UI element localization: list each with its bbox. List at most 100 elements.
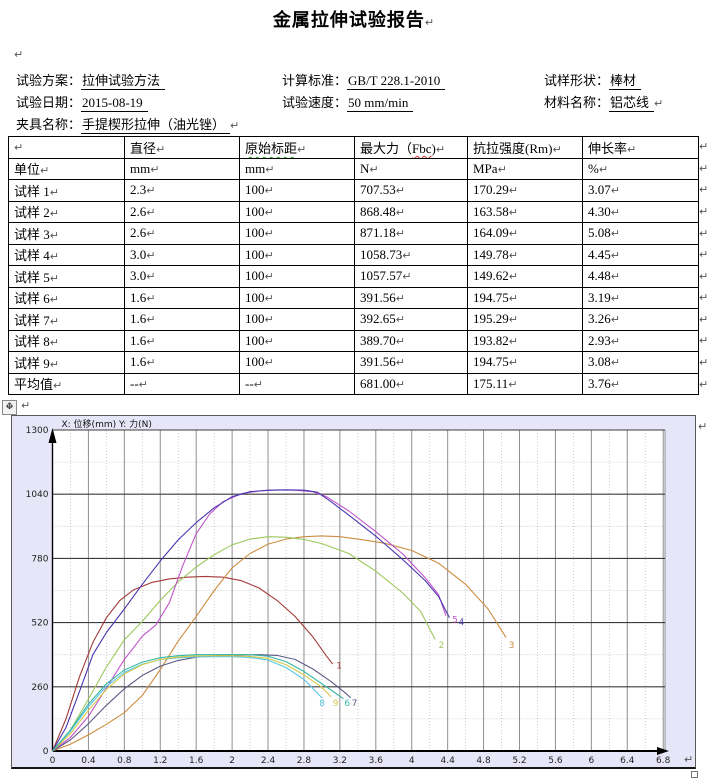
row-label-cell: 平均值↵ [8,372,125,395]
paragraph-mark: ↵ [598,162,609,176]
paragraph-mark: ↵ [146,356,156,370]
paragraph-mark: ↵ [395,205,405,219]
paragraph-mark: ↵ [699,334,708,348]
y-tick-label: 520 [31,619,48,629]
value-cell: 3.26↵ [582,308,699,331]
value-cell: 1058.73↵ [354,243,468,266]
value-cell: --↵ [239,372,355,395]
value-cell: 707.53↵ [354,179,468,202]
header-field-value: 2015-08-19 [81,95,148,112]
paragraph-mark: ↵ [40,164,50,178]
value-cell: 2.3↵ [124,179,240,202]
paragraph-mark: ↵ [146,184,156,198]
paragraph-mark: ↵ [49,271,59,285]
row-label-cell: 试样 8↵ [8,329,125,352]
paragraph-mark: ↵ [402,270,412,284]
paragraph-mark: ↵ [699,205,708,219]
header-field: 试验速度：50 mm/min [282,92,414,112]
header-cell-diameter: 直径↵ [124,136,240,159]
y-tick-label: 1040 [26,490,49,500]
paragraph-mark: ↵ [14,141,24,155]
paragraph-mark: ↵ [610,356,620,370]
header-field-label: 夹具名称： [16,117,82,132]
value-cell: 3.0↵ [124,265,240,288]
paragraph-mark: ↵ [699,226,708,240]
paragraph-mark: ↵ [610,270,620,284]
paragraph-mark: ↵ [508,248,518,262]
value-cell: 2.6↵ [124,222,240,245]
y-tick-label: 260 [31,683,48,693]
header-cell-max-force: 最大力（Fbc)↵ [354,136,468,159]
unit-cell: MPa↵ [467,157,583,180]
paragraph-mark: ↵ [138,377,148,391]
value-cell: 871.18↵ [354,222,468,245]
header-field-value: 铝芯线 [609,95,655,112]
header-cell-tensile-strength: 抗拉强度(Rm)↵ [467,136,583,159]
table-row: 试样 2↵ 2.6↵ 100↵ 868.48↵ 163.58↵ 4.30↵ [8,200,699,223]
value-cell: 2.6↵ [124,200,240,223]
header-field: 试样形状：棒材 [544,70,642,90]
header-field: 计算标准：GB/T 228.1-2010 [282,70,446,90]
header-cell-blank: ↵ [8,136,125,159]
paragraph-mark: ↵ [146,248,156,262]
header-field: 试验日期：2015-08-19 [16,92,148,112]
paragraph-mark: ↵ [395,377,405,391]
paragraph-mark: ↵ [684,753,694,766]
value-cell: 100↵ [239,286,355,309]
value-cell: 193.82↵ [467,329,583,352]
paragraph-mark: ↵ [146,313,156,327]
paragraph-mark: ↵ [508,291,518,305]
header-field: 材料名称：铝芯线 ↵ [544,92,663,112]
paragraph-mark: ↵ [395,291,405,305]
header-field: 试验方案：拉伸试验方法 [16,70,166,90]
paragraph-mark: ↵ [264,205,274,219]
arrow-horizontal-icon: ↔ [5,402,14,412]
x-tick-label: 5.6 [548,756,563,766]
row-label-cell: 试样 9↵ [8,351,125,374]
header-field-label: 试验日期： [16,95,82,110]
value-cell: 164.09↵ [467,222,583,245]
paragraph-mark: ↵ [698,420,708,433]
paragraph-mark: ↵ [264,291,274,305]
paragraph-mark: ↵ [435,142,446,156]
x-tick-label: 2.4 [261,756,276,766]
value-cell: 1.6↵ [124,308,240,331]
paragraph-mark: ↵ [253,377,263,391]
curve-4 [52,489,450,752]
spellcheck-underline: 原始标距 [245,140,298,156]
table-row: 试样 4↵ 3.0↵ 100↵ 1058.73↵ 149.78↵ 4.45↵ [8,243,699,266]
table-header-row: ↵ 直径↵ 原始标距↵ 最大力（Fbc)↵ 抗拉强度(Rm)↵ 伸长率↵ [8,136,699,159]
curve-3 [52,535,507,752]
paragraph-mark: ↵ [497,162,507,176]
header-field-value: 50 mm/min [347,95,414,112]
paragraph-mark: ↵ [610,334,620,348]
curve-label-7: 7 [352,699,358,709]
paragraph-mark: ↵ [610,248,620,262]
paragraph-mark: ↵ [395,184,405,198]
curve-label-5: 5 [452,616,458,626]
object-move-anchor-icon[interactable]: ↔ ↕ [2,400,17,415]
value-cell: 100↵ [239,351,355,374]
paragraph-mark: ↵ [264,334,274,348]
x-tick-label: 0.4 [81,756,96,766]
value-cell: 3.07↵ [582,179,699,202]
x-tick-label: 2.8 [297,756,312,766]
value-cell: 149.78↵ [467,243,583,266]
paragraph-mark: ↵ [699,248,708,262]
paragraph-mark: ↵ [699,377,708,391]
header-field-label: 计算标准： [282,73,348,88]
row-label-cell: 试样 5↵ [8,265,125,288]
report-title: 金属拉伸试验报告↵ [0,6,708,32]
value-cell: 100↵ [239,308,355,331]
value-cell: 389.70↵ [354,329,468,352]
value-cell: 1.6↵ [124,286,240,309]
paragraph-mark: ↵ [699,161,708,175]
value-cell: 163.58↵ [467,200,583,223]
x-tick-label: 5.2 [512,756,526,766]
tensile-curves-chart-object[interactable]: 0 260 520 780 1040 1300 0 0.4 0.8 1.2 1.6 2 2.4 2.8 3.… [11,415,696,769]
header-field: 夹具名称：手提楔形拉伸（油光锉） ↵ [16,114,239,134]
paragraph-mark: ↵ [508,334,518,348]
object-resize-handle[interactable] [691,771,698,778]
table-row: 试样 8↵ 1.6↵ 100↵ 389.70↵ 193.82↵ 2.93↵ [8,329,699,352]
row-label-cell: 试样 7↵ [8,308,125,331]
